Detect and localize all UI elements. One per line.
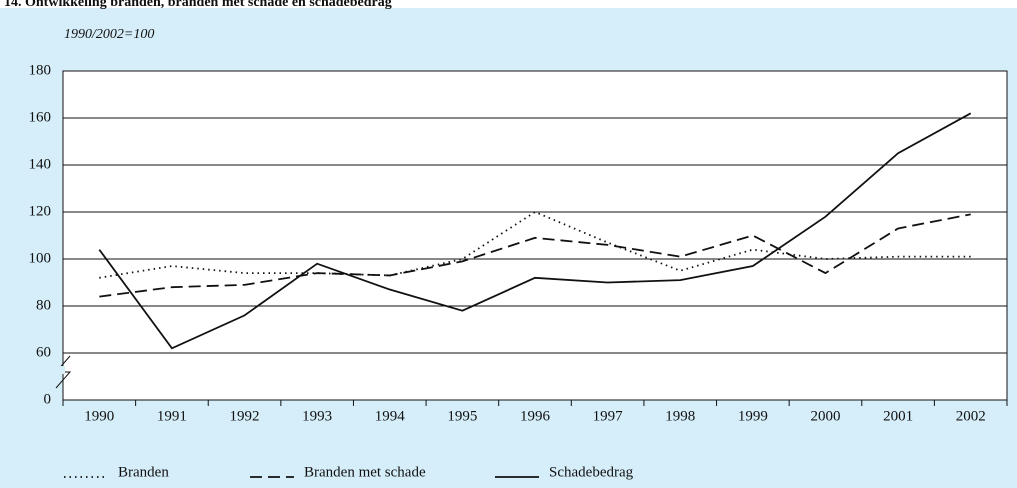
y-tick-label: 180 <box>29 62 52 78</box>
y-tick-label: 80 <box>36 297 51 313</box>
x-tick-label: 2001 <box>883 408 913 424</box>
x-tick-label: 2000 <box>810 408 840 424</box>
x-tick-label: 1996 <box>520 408 551 424</box>
plot-area <box>62 70 1008 401</box>
y-tick-label: 0 <box>44 391 52 407</box>
x-tick-label: 1999 <box>738 408 768 424</box>
x-tick-label: 1998 <box>665 408 695 424</box>
y-tick-label: 140 <box>29 156 52 172</box>
x-tick-label: 1990 <box>84 408 114 424</box>
x-tick-label: 1995 <box>447 408 477 424</box>
y-tick-label: 160 <box>29 109 52 125</box>
y-tick-label: 120 <box>29 203 52 219</box>
legend-label: Schadebedrag <box>549 464 634 480</box>
axis-break-gap <box>55 366 65 374</box>
x-tick-label: 1991 <box>157 408 187 424</box>
y-tick-label: 60 <box>36 344 51 360</box>
legend-label: Branden met schade <box>304 464 426 480</box>
series-line <box>98 112 972 350</box>
y-tick-label: 100 <box>29 250 52 266</box>
legend-label: Branden <box>118 464 169 480</box>
x-tick-label: 1994 <box>375 408 406 424</box>
series-line <box>99 213 971 298</box>
chart-title: 14. Ontwikkeling branden, branden met sc… <box>4 0 392 10</box>
x-tick-label: 1997 <box>593 408 624 424</box>
x-tick-label: 1992 <box>230 408 260 424</box>
x-tick-label: 1993 <box>302 408 332 424</box>
subtitle: 1990/2002=100 <box>64 27 154 42</box>
x-tick-label: 2002 <box>956 408 986 424</box>
